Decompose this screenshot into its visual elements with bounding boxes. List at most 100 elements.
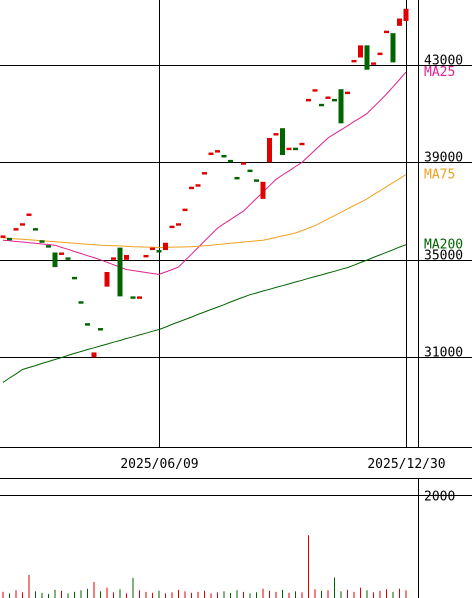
volume-bar <box>399 588 400 598</box>
volume-bar <box>347 589 348 598</box>
candle-body <box>280 128 285 156</box>
candle-body <box>189 186 194 190</box>
candle-body <box>260 181 266 199</box>
candle-body <box>130 296 136 299</box>
volume-bar <box>386 589 387 598</box>
volume-bar <box>327 590 329 598</box>
volume-bar <box>204 590 205 598</box>
candle-body <box>13 228 19 231</box>
candle-body <box>384 30 389 34</box>
volume-bar <box>236 590 238 598</box>
legend-label: MA75 <box>424 168 455 183</box>
candle-body <box>397 18 402 26</box>
candle-body <box>176 223 181 226</box>
volume-bar <box>119 589 121 598</box>
volume-bar <box>223 591 225 598</box>
candle-body <box>325 96 331 99</box>
candle-body <box>91 352 97 358</box>
volume-bar <box>295 591 296 598</box>
candle-body <box>39 240 45 243</box>
volume-bar <box>145 591 147 598</box>
volume-bar <box>379 590 381 598</box>
candle-body <box>358 45 363 58</box>
volume-bar <box>197 591 199 598</box>
volume-bar <box>392 591 394 598</box>
legend-label: MA200 <box>424 238 463 253</box>
candle-body <box>338 89 344 124</box>
volume-bar <box>106 587 108 598</box>
candle-body <box>286 147 292 151</box>
volume-bar <box>171 592 173 598</box>
candle-body <box>156 250 162 253</box>
candle-body <box>195 184 201 187</box>
volume-bar <box>158 590 160 598</box>
volume-bar <box>256 592 257 598</box>
candle-body <box>46 245 51 248</box>
candle-body <box>371 62 376 65</box>
volume-bar <box>54 589 56 598</box>
y-tick-label: 43000 <box>424 54 463 69</box>
candle-body <box>293 147 298 151</box>
candle-body <box>98 328 103 331</box>
volume-bar <box>321 590 322 598</box>
candle-body <box>59 252 64 255</box>
candle-body <box>78 301 84 304</box>
candle-body <box>20 223 25 226</box>
candle-body <box>234 176 240 180</box>
volume-bar <box>2 591 4 598</box>
volume-bar <box>48 593 49 598</box>
volume-bar <box>314 589 316 598</box>
candle-body <box>85 323 90 326</box>
candle-body <box>319 103 324 107</box>
candle-body <box>124 254 129 260</box>
volume-bar <box>139 590 140 598</box>
candle-body <box>111 257 116 260</box>
ma-line <box>2 244 407 383</box>
volume-bar <box>93 582 95 598</box>
y-tick-label: 35000 <box>424 249 463 264</box>
candle-body <box>208 152 214 156</box>
volume-bar <box>353 591 355 598</box>
volume-bar <box>9 593 10 598</box>
volume-bar <box>184 591 186 598</box>
volume-bar <box>80 590 82 598</box>
candle-body <box>163 242 168 251</box>
candle-body <box>26 213 32 216</box>
volume-bar <box>113 592 114 598</box>
candle-body <box>104 272 110 287</box>
candle-body <box>312 89 318 92</box>
candle-body <box>332 98 337 102</box>
volume-bar <box>15 590 17 598</box>
x-tick-label: 2025/06/09 <box>120 457 198 472</box>
candle-body <box>377 52 383 56</box>
candle-body <box>221 155 227 158</box>
volume-bar <box>288 592 290 598</box>
candle-body <box>117 247 123 297</box>
volume-bar <box>249 593 251 598</box>
candle-body <box>364 45 370 70</box>
volume-bar <box>405 590 407 598</box>
volume-bar <box>334 577 335 598</box>
volume-bar <box>41 592 43 598</box>
volume-bar <box>301 592 303 598</box>
volume-bar <box>67 593 69 598</box>
volume-bar <box>152 592 153 598</box>
volume-bar <box>132 577 134 598</box>
candle-body <box>52 252 58 268</box>
volume-bar <box>61 590 62 598</box>
candle-body <box>390 33 396 63</box>
volume-bar <box>308 535 309 598</box>
volume-bar <box>269 590 270 598</box>
candle-body <box>143 254 149 258</box>
y-tick-label: 39000 <box>424 151 463 166</box>
candle-body <box>7 237 12 241</box>
candle-body <box>247 169 253 173</box>
volume-bar <box>243 591 244 598</box>
volume-bar <box>282 589 283 598</box>
volume-bar <box>230 592 231 598</box>
candle-body <box>150 247 155 251</box>
volume-bar <box>360 587 361 598</box>
volume-bar <box>210 593 212 598</box>
